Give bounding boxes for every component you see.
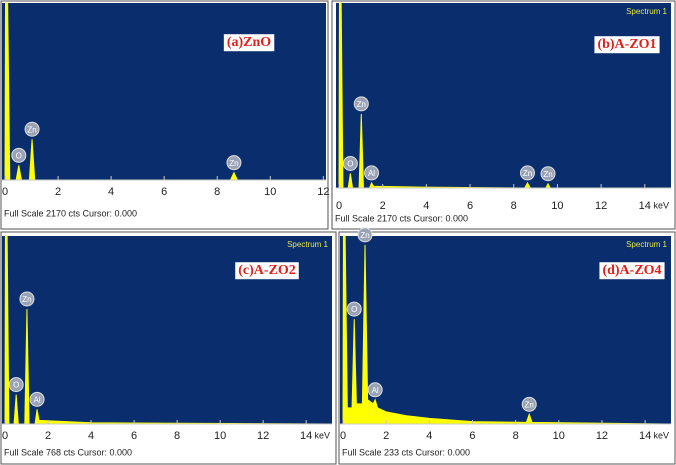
title-box: (c)A-ZO2	[235, 262, 299, 280]
peak-marker	[540, 166, 556, 182]
peak-marker	[19, 291, 35, 307]
x-tick-label: 4	[108, 186, 114, 198]
x-tick-label: 0	[2, 186, 8, 198]
x-tick-label: 12	[317, 186, 329, 198]
plot-area	[2, 3, 326, 180]
footer: Full Scale 2170 cts Cursor: 0.000	[335, 213, 468, 223]
x-tick-label: 8	[511, 200, 517, 212]
title-background	[599, 262, 665, 280]
x-axis-label: keV	[653, 430, 669, 440]
peak-label: Al	[368, 169, 375, 178]
plot-area	[336, 3, 671, 188]
panel: 0 2 4 6 8 10 12 14 keV Full Scale 233 cts Cursor:…	[338, 227, 676, 465]
peak-label: O	[16, 151, 22, 160]
peak-marker	[29, 391, 45, 407]
peak-marker	[24, 121, 40, 137]
peak-label: Al	[372, 386, 379, 395]
spectrum	[342, 235, 667, 425]
footer: Full Scale 768 cts Cursor: 0.000	[4, 447, 132, 457]
peak-marker	[353, 96, 369, 112]
title-background	[594, 36, 660, 54]
x-tick-label: 0	[340, 430, 346, 442]
spectrum-label: Spectrum 1	[626, 7, 667, 16]
peak-marker	[226, 155, 242, 171]
x-tick-label: 10	[553, 430, 565, 442]
x-tick-label: 4	[426, 430, 432, 442]
x-tick-label: 12	[596, 430, 608, 442]
chart-title: (b)A-ZO1	[597, 37, 656, 52]
peak-label: Zn	[27, 125, 36, 134]
x-tick-label: 12	[257, 430, 269, 442]
chart-title: (c)A-ZO2	[238, 263, 296, 278]
x-axis-label: keV	[653, 200, 669, 210]
chart-title: (a)ZnO	[227, 35, 271, 50]
x-tick-label: 8	[513, 430, 519, 442]
peak-marker	[367, 382, 383, 398]
x-tick-label: 4	[88, 430, 94, 442]
x-tick-label: 10	[551, 200, 563, 212]
x-axis-label: keV	[314, 430, 330, 440]
title-box: (a)ZnO	[223, 34, 275, 52]
x-tick-label: 12	[595, 200, 607, 212]
spectrum-label: Spectrum 1	[626, 240, 667, 249]
x-tick-label: 14	[639, 430, 651, 442]
peak-label: O	[351, 305, 357, 314]
peak-label: Zn	[229, 159, 238, 168]
panel: 0 2 4 6 8 10 12 Full Scale 2170 cts Cursor: 0.0…	[0, 0, 329, 230]
x-tick-label: 10	[214, 430, 226, 442]
peak-label: Zn	[357, 100, 366, 109]
title-background	[223, 34, 275, 52]
chart-title: (d)A-ZO4	[602, 263, 661, 278]
peak-marker	[357, 227, 373, 243]
x-tick-label: 2	[383, 430, 389, 442]
spectrum-label: Spectrum 1	[287, 240, 328, 249]
peak-marker	[519, 165, 535, 181]
footer: Full Scale 2170 cts Cursor: 0.000	[4, 208, 137, 218]
x-tick-label: 14	[300, 430, 312, 442]
peak-label: Zn	[22, 295, 31, 304]
footer: Full Scale 233 cts Cursor: 0.000	[342, 447, 470, 457]
x-tick-label: 14	[639, 200, 651, 212]
peak-label: Zn	[360, 231, 369, 240]
peak-label: Zn	[543, 170, 552, 179]
panel: 0 2 4 6 8 10 12 14 keV Full Scale 2170 cts Cursor…	[331, 0, 676, 230]
x-tick-label: 6	[469, 430, 475, 442]
x-tick-label: 2	[55, 186, 61, 198]
x-tick-label: 2	[380, 200, 386, 212]
title-box: (b)A-ZO1	[594, 36, 660, 54]
peak-marker	[8, 377, 24, 393]
x-tick-label: 10	[264, 186, 276, 198]
x-tick-label: 0	[336, 200, 342, 212]
x-tick-label: 0	[2, 430, 8, 442]
panel: 0 2 4 6 8 10 12 14 keV Full Scale 768 cts Cursor:…	[0, 231, 337, 465]
x-tick-label: 8	[214, 186, 220, 198]
peak-label: O	[347, 160, 353, 169]
x-tick-label: 4	[423, 200, 429, 212]
x-tick-label: 6	[161, 186, 167, 198]
x-tick-label: 8	[174, 430, 180, 442]
x-tick-label: 6	[131, 430, 137, 442]
peak-marker	[11, 147, 27, 163]
title-background	[235, 262, 299, 280]
peak-marker	[342, 156, 358, 172]
peak-marker	[346, 301, 362, 317]
x-tick-label: 6	[467, 200, 473, 212]
title-box: (d)A-ZO4	[599, 262, 665, 280]
peak-label: O	[13, 381, 19, 390]
peak-label: Zn	[523, 169, 532, 178]
peak-label: Al	[33, 395, 40, 404]
peak-marker	[364, 165, 380, 181]
peak-label: Zn	[525, 400, 534, 409]
x-tick-label: 2	[45, 430, 51, 442]
peak-marker	[521, 396, 537, 412]
